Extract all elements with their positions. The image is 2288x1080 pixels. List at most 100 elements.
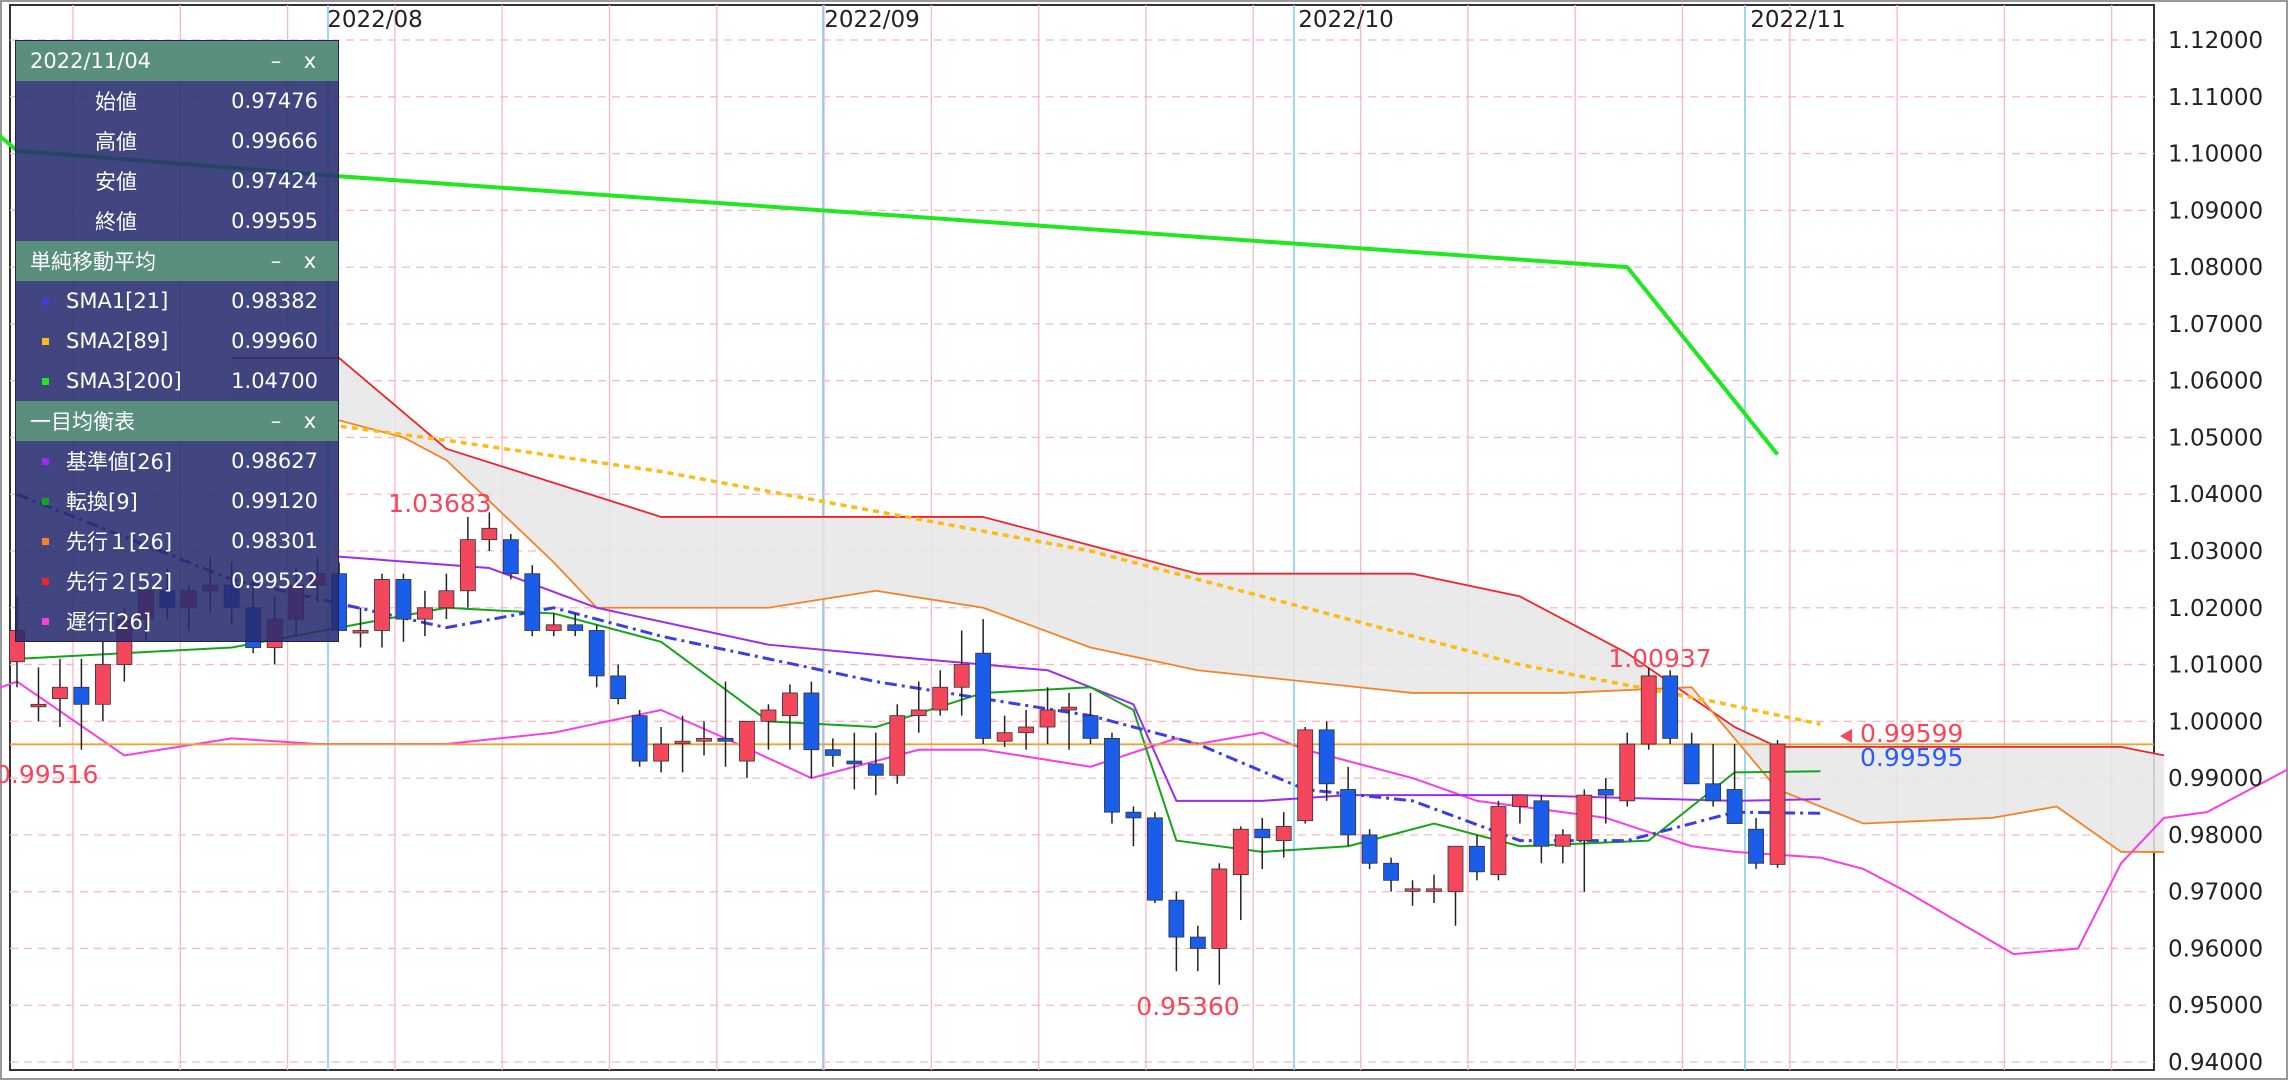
price-annotation: 1.03683: [388, 489, 491, 518]
ichimoku-label: 基準値[26]: [66, 450, 173, 474]
candle-body: [1297, 729, 1314, 822]
y-tick-label: 1.09000: [2168, 198, 2263, 224]
candle-body: [1232, 828, 1249, 876]
candle-body: [459, 539, 476, 592]
ichimoku-row: 基準値[26] 0.98627: [16, 441, 338, 481]
sma-value: 1.04700: [231, 369, 318, 393]
ichimoku-value: 0.98301: [231, 529, 318, 553]
candle-body: [996, 732, 1013, 742]
close-button[interactable]: x: [303, 249, 317, 273]
x-tick-label: 2022/11: [1750, 7, 1846, 33]
candle-body: [73, 686, 90, 705]
senkou-span-a-line: [231, 413, 2164, 853]
plot-frame: [9, 4, 2155, 1071]
sma-label: SMA3[200]: [66, 369, 182, 393]
sma-row: SMA1[21] 0.98382: [16, 281, 338, 321]
candle-body: [1490, 806, 1507, 876]
sma-row: SMA2[89] 0.99960: [16, 321, 338, 361]
sma1-line: [16, 492, 1821, 843]
candle-body: [395, 578, 412, 620]
sma-label: SMA1[21]: [66, 289, 169, 313]
candle-body: [1018, 726, 1034, 734]
close-button[interactable]: x: [303, 409, 317, 433]
ichimoku-row: 遅行[26]: [16, 601, 338, 641]
minimize-button[interactable]: –: [270, 249, 282, 273]
candle-body: [52, 686, 68, 700]
ohlc-label: 始値: [95, 90, 137, 114]
candle-body: [1533, 800, 1550, 847]
close-button[interactable]: x: [303, 49, 317, 73]
candle-body: [1318, 729, 1335, 785]
price-annotation: 0.99516: [0, 760, 98, 789]
ichimoku-row: 転換[9] 0.99120: [16, 481, 338, 521]
x-tick-label: 2022/08: [327, 7, 423, 33]
candle-body: [1168, 899, 1185, 938]
y-tick-label: 1.07000: [2168, 312, 2263, 338]
candle-body: [674, 740, 691, 745]
ichimoku-label: 転換[9]: [66, 490, 138, 514]
candle-body: [1705, 783, 1722, 802]
cloud-area: [231, 357, 2165, 852]
candle-body: [1061, 706, 1077, 711]
candle-body: [1640, 675, 1657, 745]
candle-body: [975, 652, 992, 739]
candle-body: [846, 760, 863, 765]
candle-body: [1104, 737, 1120, 813]
ichimoku-title: 一目均衡表: [30, 410, 135, 434]
x-tick-label: 2022/09: [824, 7, 920, 33]
candle-body: [1576, 794, 1593, 841]
candle-body: [610, 675, 627, 700]
ichimoku-value: 0.98627: [231, 449, 318, 473]
candle-body: [502, 539, 519, 575]
candle-body: [910, 709, 927, 717]
ask-price-label: 0.99595: [1860, 743, 1963, 772]
ohlc-row: 始値 0.97476: [16, 81, 338, 121]
y-tick-label: 1.10000: [2168, 142, 2263, 168]
ichimoku-row: 先行２[52] 0.99522: [16, 561, 338, 601]
candle-body: [760, 709, 777, 722]
annotations: 1.036830.953601.009370.995160.995990.995…: [0, 489, 1963, 1021]
info-panel: 2022/11/04 – x 始値 0.97476 高値 0.99666 安値 0.9…: [15, 40, 339, 642]
candle-body: [824, 749, 841, 756]
candle-body: [1125, 811, 1142, 819]
candle-body: [1619, 743, 1636, 802]
sma-value: 0.99960: [231, 329, 318, 353]
candle-body: [1039, 709, 1056, 728]
candle-body: [94, 664, 111, 705]
chikou-span-line: [0, 680, 2288, 956]
candle-body: [1189, 936, 1206, 949]
candle-body: [1147, 817, 1163, 901]
ohlc-row: 終値 0.99595: [16, 201, 338, 241]
bid-price-label: 0.99599: [1860, 719, 1963, 748]
candle-body: [1404, 888, 1421, 892]
y-tick-label: 1.05000: [2168, 425, 2263, 451]
sma-label: SMA2[89]: [66, 329, 169, 353]
candle-body: [481, 527, 498, 541]
legend-swatch: [42, 618, 49, 625]
candle-body: [524, 573, 541, 631]
ohlc-value: 0.99666: [231, 129, 318, 153]
x-tick-label: 2022/10: [1298, 7, 1394, 33]
ohlc-value: 0.99595: [231, 209, 318, 233]
y-tick-label: 0.94000: [2168, 1050, 2263, 1076]
candle-body: [1748, 828, 1764, 864]
ohlc-value: 0.97476: [231, 89, 318, 113]
candle-body: [1469, 845, 1485, 873]
price-annotation: 1.00937: [1608, 644, 1711, 673]
candle-body: [1275, 825, 1292, 841]
ohlc-label: 終値: [95, 210, 137, 234]
y-tick-label: 1.02000: [2168, 596, 2263, 622]
y-tick-label: 0.99000: [2168, 766, 2263, 792]
y-tick-label: 1.03000: [2168, 539, 2263, 565]
candle-body: [1340, 789, 1357, 836]
candle-body: [1769, 743, 1786, 865]
candle-body: [1426, 888, 1442, 892]
ichimoku-value: 0.99120: [231, 489, 318, 513]
minimize-button[interactable]: –: [270, 49, 282, 73]
minimize-button[interactable]: –: [270, 409, 282, 433]
y-tick-label: 0.98000: [2168, 823, 2263, 849]
sma-row: SMA3[200] 1.04700: [16, 361, 338, 401]
ohlc-value: 0.97424: [231, 169, 318, 193]
